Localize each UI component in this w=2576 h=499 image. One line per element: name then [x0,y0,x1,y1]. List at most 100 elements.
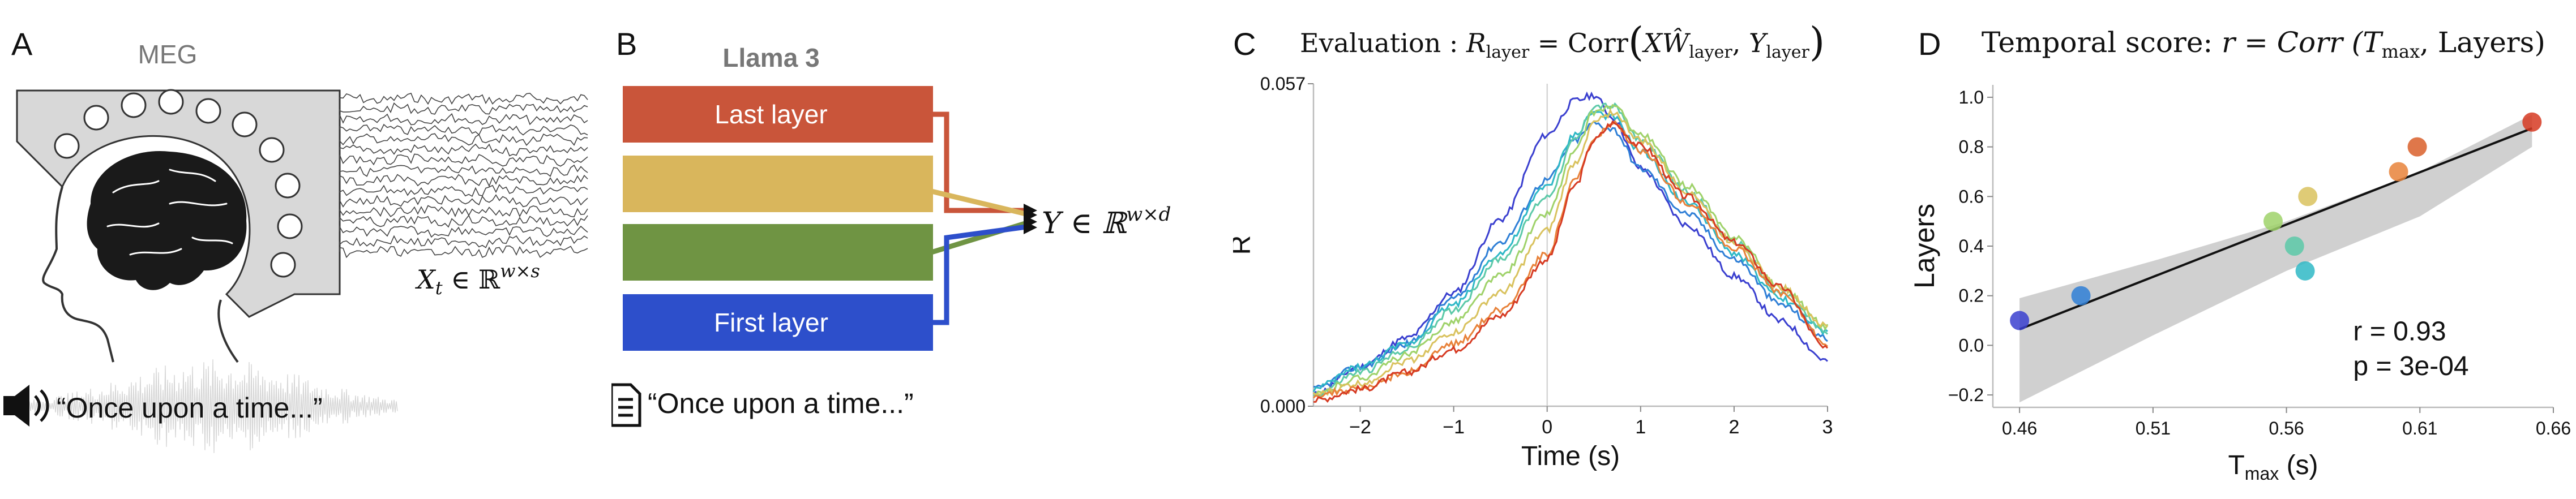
c-y-axis-label: R [1233,235,1256,255]
meg-label: MEG [138,40,198,69]
c-series-line-8 [1313,120,1829,403]
panel-letter-c: C [1233,26,1256,62]
head-outline [42,186,114,363]
panel-a: MEG Xt ∈ ℝw×s “Once upon a time...” [3,40,588,453]
panel-letter-a: A [11,26,33,62]
d-point-9 [2522,112,2542,132]
d-point-6 [2298,187,2318,207]
meg-trace [339,123,588,136]
d-y-tick-label: 0.4 [1959,236,1984,256]
meg-trace [339,174,588,187]
y-formula-main: Y ∈ ℝ [1042,207,1128,240]
meg-trace [339,133,588,147]
meg-trace [339,205,588,218]
title-c-y: Y [1749,28,1769,58]
speech-quote: “Once upon a time...” [57,392,323,424]
c-axes: −2 −1 0 1 2 3 0.000 0.057 Time (s) R [1233,74,1833,471]
d-point-2 [2071,286,2091,306]
d-x-axis-label-unit: (s) [2279,450,2318,480]
title-c-x: X [1642,28,1663,58]
layer-bar-first [623,294,933,351]
x-formula-rest: ∈ ℝ [443,264,500,295]
meg-signal-traces [339,92,588,259]
panel-letter-b: B [616,26,637,62]
panel-c-title: Evaluation : Rlayer = Corr(XŴlayer, Ylay… [1300,19,1825,65]
audio-wave-trace [22,359,398,453]
connector-2 [930,188,1032,218]
d-stat-r: r = 0.93 [2353,317,2446,347]
c-x-tick-label: −2 [1349,416,1371,438]
d-x-tick-label: 0.46 [2002,418,2037,438]
panel-b: Llama 3 Last layer First layer Y ∈ ℝw×d … [611,43,1171,427]
d-point-1 [2010,311,2030,330]
title-c-lparen: ( [1628,19,1644,65]
speaker-icon [3,385,49,427]
document-quote: “Once upon a time...” [648,388,914,419]
title-d-suffix: , Layers) [2420,26,2545,59]
title-c-rparen: ) [1809,19,1825,65]
meg-sensors [54,89,303,278]
c-series [1312,91,1829,403]
layer-bar-last [623,86,933,143]
x-formula-sup: w×s [500,260,540,282]
d-point-5 [2263,212,2283,231]
c-x-tick-label: 3 [1822,416,1833,438]
first-layer-label: First layer [714,308,828,337]
meg-trace [339,225,588,238]
c-series-line-3 [1312,111,1828,393]
c-x-tick-label: 2 [1728,416,1739,438]
brain-folds [106,169,233,256]
d-point-8 [2407,137,2427,157]
layer-connectors [930,111,1032,325]
title-c-w: Ŵ [1662,27,1691,58]
c-series-line-5 [1313,104,1829,395]
panel-d-chart: Temporal score: r = Corr (Tmax, Layers) … [1914,26,2571,484]
d-confidence-band [2019,114,2532,403]
connector-last [931,111,1030,213]
d-x-axis-label: Tmax (s) [2228,450,2318,484]
d-x-axis-label-main: T [2228,450,2244,480]
d-point-3 [2295,261,2315,281]
c-x-axis-label: Time (s) [1521,441,1620,471]
title-d-sub: max [2382,41,2420,62]
title-d-prefix: Temporal score: [1982,26,2222,59]
title-c-w-sub: layer [1689,42,1732,62]
meg-trace [339,245,588,259]
panel-d-title: Temporal score: r = Corr (Tmax, Layers) [1982,26,2545,62]
brain-icon [87,150,247,290]
c-y-tick-label: 0.000 [1260,396,1306,416]
title-c-comma: , [1732,28,1749,58]
meg-trace [339,214,588,228]
d-x-axis-label-sub: max [2245,463,2279,484]
x-formula-main: X [415,264,437,295]
d-marks: r = 0.93 p = 3e-04 [2010,112,2542,403]
d-stat-p: p = 3e-04 [2353,351,2468,381]
c-y-tick-label: 0.057 [1260,74,1306,94]
y-formula: Y ∈ ℝw×d [1042,203,1171,240]
y-formula-sup: w×d [1126,203,1171,226]
title-c-y-sub: layer [1766,42,1809,62]
meg-trace [339,153,588,167]
meg-trace [339,92,588,105]
d-point-7 [2389,162,2408,182]
c-x-tick-label: 1 [1635,416,1646,438]
d-y-tick-label: −0.2 [1948,385,1984,405]
last-layer-label: Last layer [714,100,827,129]
panel-c-chart: Evaluation : Rlayer = Corr(XŴlayer, Ylay… [1233,19,1833,471]
d-y-tick-label: 0.6 [1959,186,1984,207]
d-y-axis-label: Layers [1914,204,1940,289]
model-label: Llama 3 [722,43,819,72]
d-x-tick-label: 0.51 [2136,418,2171,438]
connector-first [931,223,1031,325]
meg-trace [339,164,588,177]
d-x-tick-label: 0.56 [2269,418,2304,438]
panel-letter-d: D [1918,26,1941,62]
c-series-line-7 [1312,119,1829,399]
d-y-tick-label: 1.0 [1959,87,1984,107]
d-axes: 0.46 0.51 0.56 0.61 0.66 −0.2 0.0 0.2 0.4 0.6 0.8 1… [1914,85,2571,484]
title-c-prefix: Evaluation : [1300,28,1466,58]
arrowheads [1024,204,1037,234]
title-c-r-sub: layer [1486,42,1530,62]
meg-trace [339,235,588,248]
